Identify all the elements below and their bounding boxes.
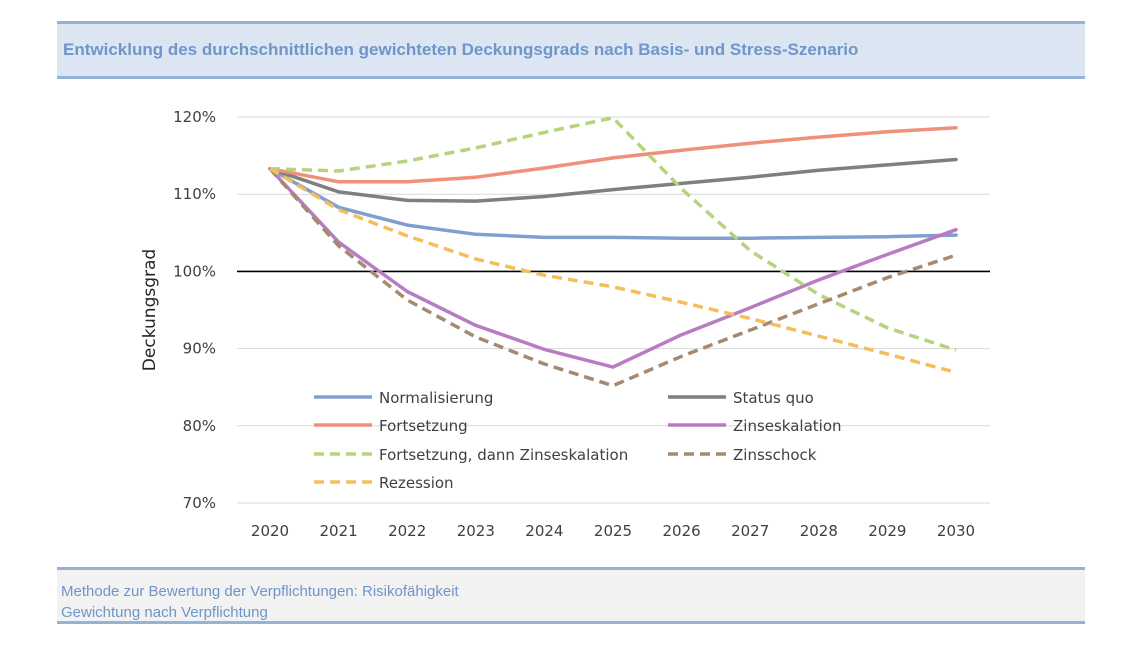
x-tick-label: 2021 <box>320 522 358 540</box>
series-line-5 <box>268 167 957 388</box>
x-tick-label: 2020 <box>251 522 289 540</box>
series-line-3 <box>268 166 958 369</box>
x-tick-label: 2023 <box>457 522 495 540</box>
x-tick-label: 2024 <box>525 522 563 540</box>
y-tick-label: 100% <box>173 262 216 280</box>
x-tick-label: 2027 <box>731 522 769 540</box>
series-line-0 <box>268 166 958 240</box>
footer-weighting-note: Gewichtung nach Verpflichtung <box>61 604 268 621</box>
y-tick-label: 70% <box>183 494 216 512</box>
series-line-6 <box>269 167 957 375</box>
footer-band: Methode zur Bewertung der Verpflichtunge… <box>57 567 1085 624</box>
legend-entry-label: Normalisierung <box>379 389 493 407</box>
series-line-4 <box>269 116 957 352</box>
legend-entry-label: Rezession <box>379 474 454 492</box>
y-tick-label: 110% <box>173 185 216 203</box>
legend-entry-label: Zinsschock <box>733 446 817 464</box>
footer-method-note: Methode zur Bewertung der Verpflichtunge… <box>61 583 459 600</box>
legend-entry-label: Status quo <box>733 389 814 407</box>
y-tick-label: 90% <box>183 340 216 358</box>
y-axis-label: Deckungsgrad <box>140 249 160 371</box>
y-tick-label: 80% <box>183 417 216 435</box>
legend-entry-label: Fortsetzung <box>379 417 468 435</box>
x-tick-label: 2029 <box>868 522 906 540</box>
x-tick-label: 2028 <box>800 522 838 540</box>
x-tick-label: 2030 <box>937 522 975 540</box>
x-tick-label: 2025 <box>594 522 632 540</box>
series-lines <box>268 116 958 388</box>
x-tick-label: 2022 <box>388 522 426 540</box>
x-axis-ticks: 2020 2021 2022 2023 2024 2025 2026 2027 2028 2029… <box>251 522 975 540</box>
y-axis-ticks: 70% 80% 90% 100% 110% 120% <box>173 108 216 512</box>
chart-title: Entwicklung des durchschnittlichen gewic… <box>63 40 859 59</box>
legend: Normalisierung Status quo Fortsetzung Zinse… <box>314 389 842 492</box>
series-line-2 <box>268 126 958 184</box>
x-tick-label: 2026 <box>663 522 701 540</box>
y-tick-label: 120% <box>173 108 216 126</box>
legend-entry-label: Fortsetzung, dann Zinseskalation <box>379 446 628 464</box>
legend-entry-label: Zinseskalation <box>733 417 842 435</box>
line-chart: 70%80%90%100%110%120% 2020 2021 2022 2023 20… <box>140 108 990 540</box>
chart-title-band: Entwicklung des durchschnittlichen gewic… <box>57 21 1085 79</box>
series-line-1 <box>268 157 958 203</box>
